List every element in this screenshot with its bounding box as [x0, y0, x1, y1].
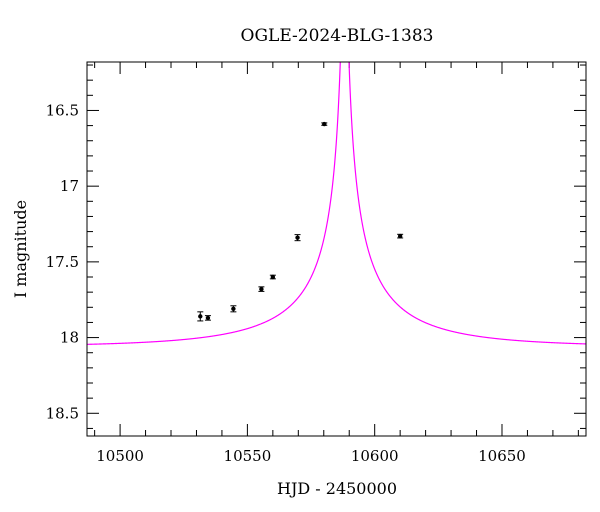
data-marker: [397, 233, 403, 239]
data-point: [294, 234, 301, 242]
data-marker: [270, 274, 276, 280]
y-tick-label: 17.5: [46, 253, 79, 271]
data-point: [204, 315, 211, 321]
model-curve: [87, 62, 586, 345]
x-tick-label: 10550: [224, 447, 272, 465]
axis-ticks: [87, 62, 586, 436]
data-point: [397, 233, 404, 239]
x-tick-label: 10500: [96, 447, 144, 465]
y-tick-label: 16.5: [46, 101, 79, 119]
y-tick-label: 18.5: [46, 404, 79, 422]
data-marker: [322, 121, 327, 127]
data-points: [197, 121, 404, 322]
plot-frame: [86, 61, 587, 437]
tick-labels: 10500 10550 10600 10650 16.5 17 17.5 18 18.5: [46, 101, 526, 465]
x-tick-label: 10650: [478, 447, 526, 465]
data-marker: [198, 314, 203, 319]
data-point: [197, 311, 204, 322]
data-point: [321, 121, 328, 127]
data-marker: [295, 235, 300, 240]
data-point: [269, 274, 276, 280]
data-marker: [231, 306, 236, 312]
chart-title: OGLE-2024-BLG-1383: [241, 26, 434, 46]
y-axis-label: I magnitude: [11, 200, 30, 298]
x-tick-label: 10600: [351, 447, 399, 465]
data-marker: [205, 315, 211, 321]
model-layer: [87, 62, 586, 345]
data-point: [258, 286, 265, 292]
y-tick-label: 17: [60, 177, 79, 195]
data-marker: [259, 286, 264, 292]
data-point: [230, 305, 237, 313]
x-axis-label: HJD - 2450000: [277, 479, 397, 498]
y-tick-label: 18: [60, 329, 79, 347]
